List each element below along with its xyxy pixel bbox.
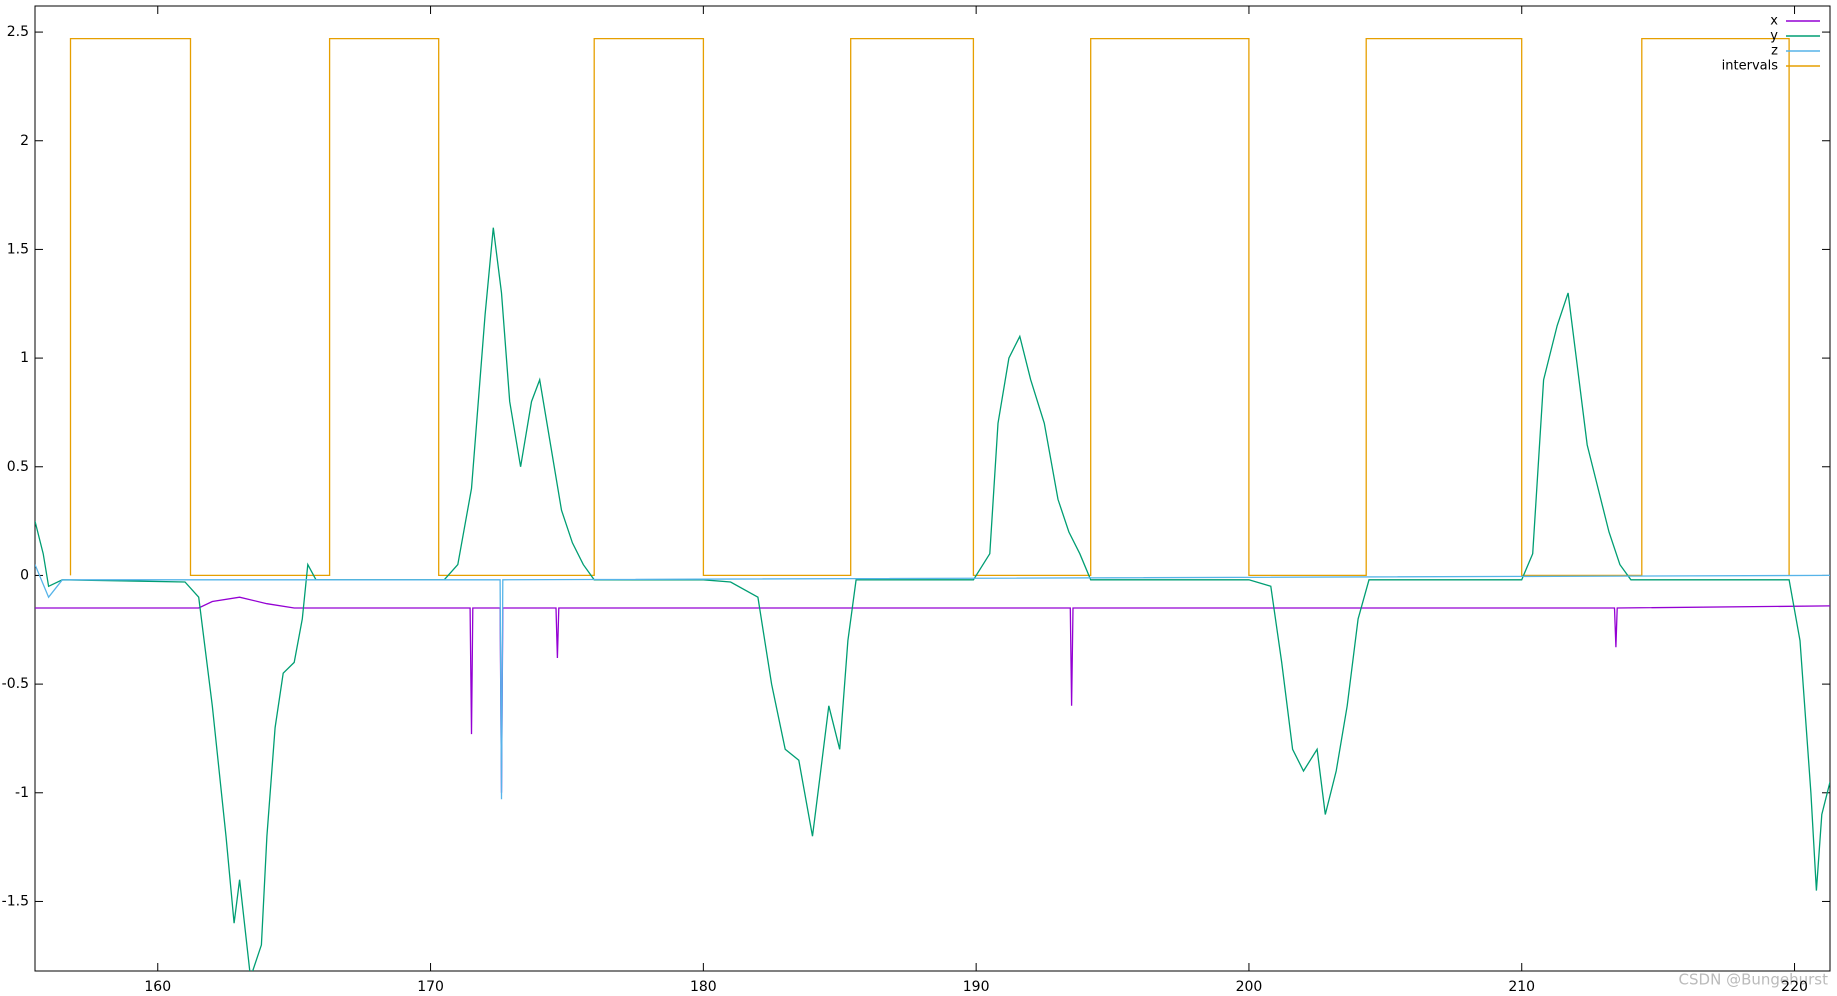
x-tick-label: 170	[417, 979, 444, 995]
x-tick-label: 220	[1781, 979, 1808, 995]
legend-label: y	[1770, 29, 1778, 44]
x-tick-label: 180	[690, 979, 717, 995]
x-tick-label: 160	[144, 979, 171, 995]
x-tick-label: 210	[1508, 979, 1535, 995]
y-tick-label: -0.5	[2, 676, 29, 692]
series-line	[69, 37, 1790, 577]
legend-label: intervals	[1722, 59, 1779, 74]
series-line	[35, 564, 1830, 800]
y-tick-label: 2.5	[7, 24, 29, 40]
plot-border	[34, 5, 1831, 972]
plot-area	[35, 37, 1830, 971]
x-tick-label: 190	[963, 979, 990, 995]
legend-label: z	[1771, 44, 1778, 59]
y-tick-label: 1.5	[7, 241, 29, 257]
y-tick-label: -1	[15, 785, 29, 801]
y-tick-label: 0.5	[7, 459, 29, 475]
watermark: CSDN @Bungehurst	[1679, 971, 1829, 989]
y-tick-label: 0	[20, 567, 29, 583]
y-tick-label: -1.5	[2, 893, 29, 909]
y-tick-label: 1	[20, 350, 29, 366]
series-line	[35, 227, 1830, 971]
y-tick-label: 2	[20, 133, 29, 149]
legend-label: x	[1770, 14, 1778, 29]
x-tick-label: 200	[1236, 979, 1263, 995]
series-line	[35, 596, 1830, 793]
